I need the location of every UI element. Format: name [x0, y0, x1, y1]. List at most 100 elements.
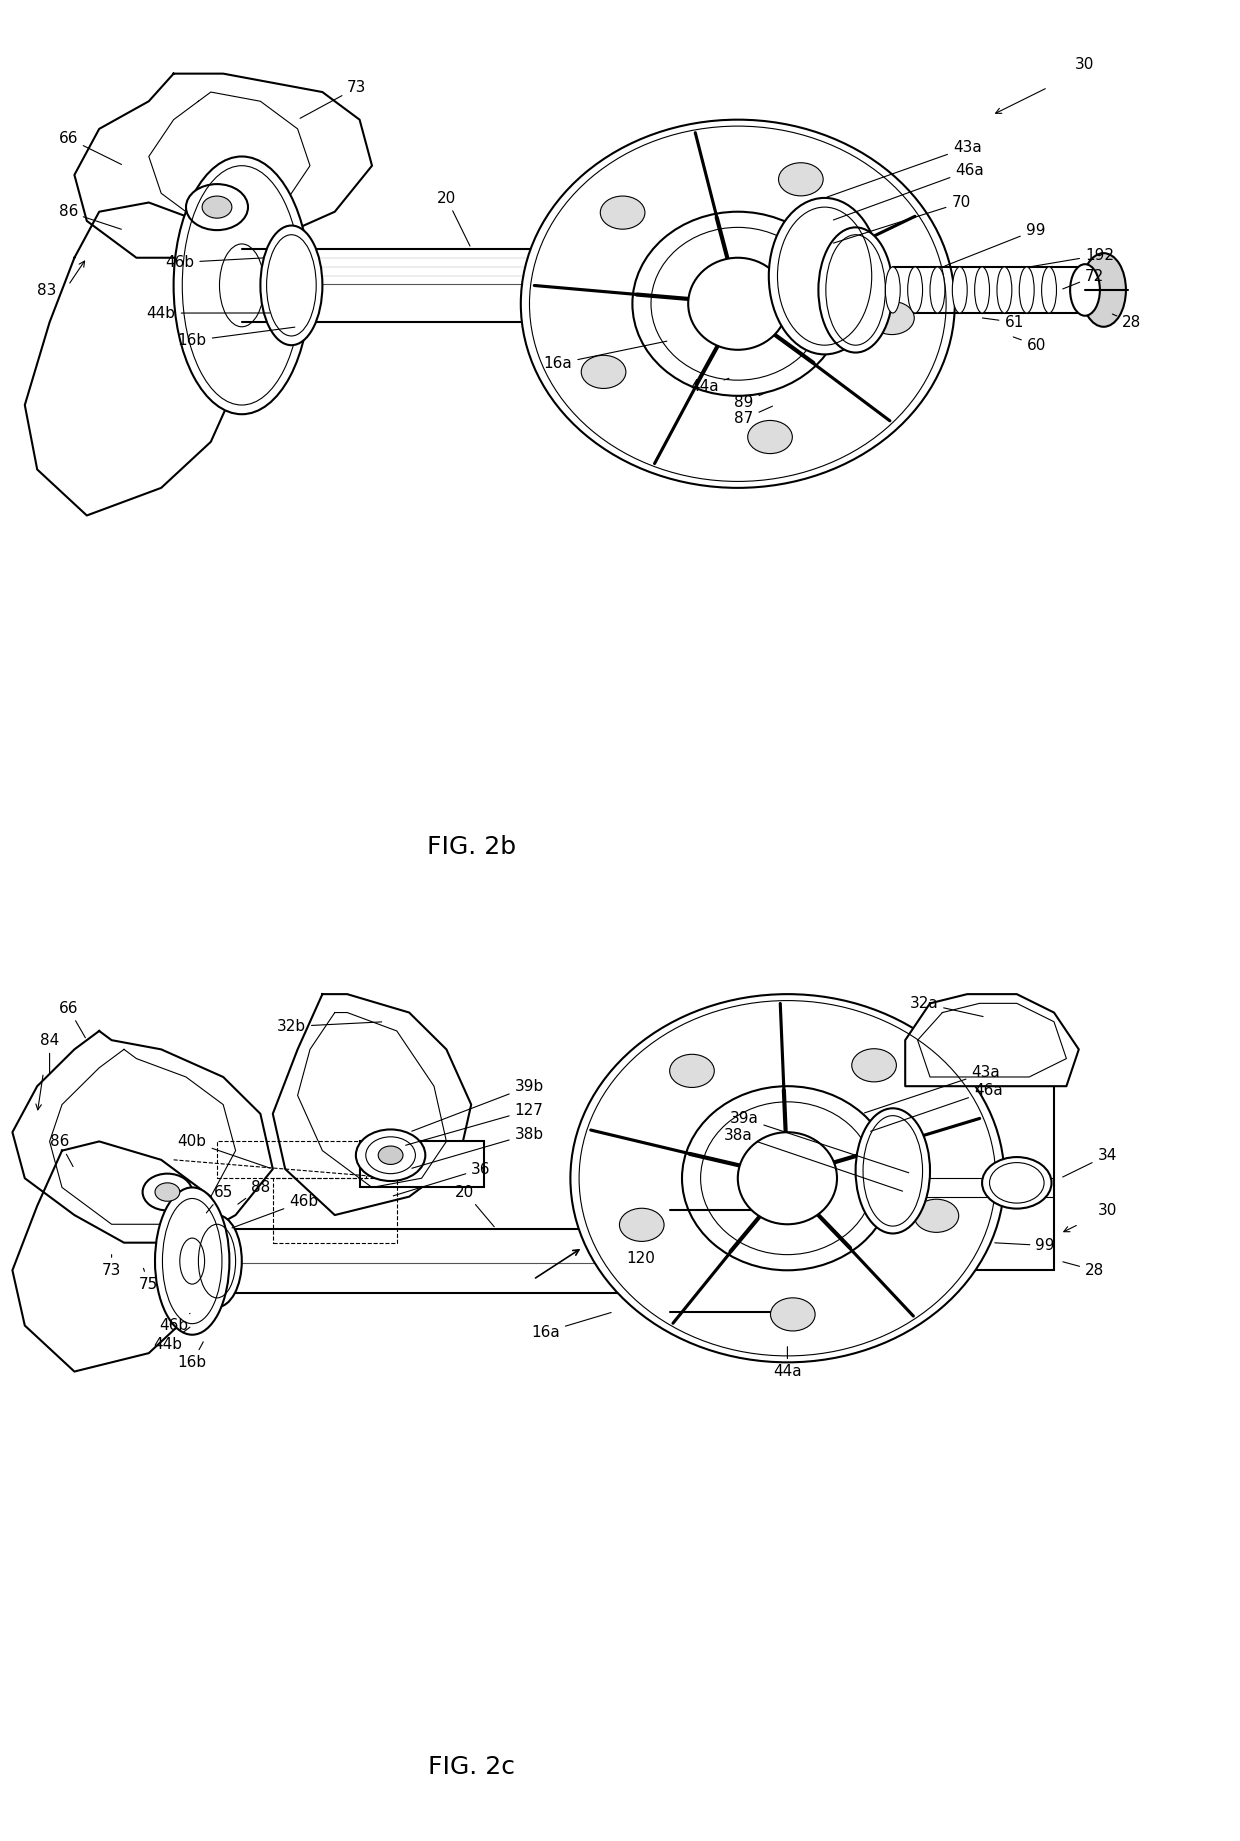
Circle shape [186, 184, 248, 230]
Ellipse shape [1081, 254, 1126, 328]
Circle shape [356, 1129, 425, 1182]
Text: 86: 86 [58, 204, 122, 230]
Text: 28: 28 [1112, 315, 1142, 330]
Text: 30: 30 [1097, 1202, 1117, 1219]
Ellipse shape [192, 1215, 242, 1307]
Text: 36: 36 [393, 1162, 491, 1197]
Text: 66: 66 [58, 131, 122, 164]
Text: 30: 30 [1075, 57, 1095, 72]
Circle shape [982, 1158, 1052, 1210]
Circle shape [143, 1175, 192, 1211]
Circle shape [670, 1055, 714, 1088]
Text: 38a: 38a [723, 1127, 903, 1191]
Ellipse shape [885, 267, 900, 313]
Ellipse shape [688, 258, 787, 350]
Text: 87: 87 [734, 407, 773, 427]
Polygon shape [12, 1031, 273, 1243]
Circle shape [378, 1145, 403, 1165]
Ellipse shape [818, 228, 893, 353]
Text: 20: 20 [455, 1184, 495, 1226]
Text: 34: 34 [1063, 1147, 1117, 1176]
Text: 16b: 16b [177, 1342, 207, 1370]
Text: FIG. 2c: FIG. 2c [428, 1754, 515, 1780]
Text: 120: 120 [626, 1250, 655, 1267]
Text: 46b: 46b [165, 254, 264, 271]
Text: 70: 70 [833, 195, 971, 243]
Text: 44b: 44b [146, 306, 270, 320]
Text: 39b: 39b [412, 1079, 544, 1130]
Text: 16b: 16b [177, 328, 295, 348]
Text: 20: 20 [436, 190, 470, 247]
Ellipse shape [997, 267, 1012, 313]
Circle shape [582, 355, 626, 388]
Text: 32b: 32b [277, 1018, 382, 1035]
Text: 72: 72 [1063, 269, 1105, 289]
Text: FIG. 2b: FIG. 2b [427, 834, 516, 860]
Text: 46a: 46a [833, 162, 985, 219]
FancyBboxPatch shape [905, 1086, 1054, 1270]
Text: 89: 89 [734, 392, 766, 411]
Text: 60: 60 [1013, 337, 1047, 353]
Ellipse shape [570, 994, 1004, 1362]
Circle shape [914, 1198, 959, 1232]
Text: 83: 83 [37, 282, 57, 298]
Text: 66: 66 [58, 1000, 86, 1038]
Text: 43a: 43a [864, 1064, 1001, 1114]
Ellipse shape [155, 1187, 229, 1335]
Text: 73: 73 [102, 1256, 122, 1278]
Text: 46a: 46a [870, 1083, 1003, 1132]
Circle shape [852, 1049, 897, 1083]
Ellipse shape [1042, 267, 1056, 313]
Text: 73: 73 [300, 79, 367, 118]
Text: 99: 99 [945, 223, 1045, 265]
Polygon shape [12, 1141, 223, 1372]
Ellipse shape [738, 1132, 837, 1224]
Text: 61: 61 [982, 315, 1024, 330]
FancyBboxPatch shape [360, 1141, 484, 1187]
Text: 16a: 16a [531, 1313, 611, 1340]
Ellipse shape [1019, 267, 1034, 313]
Text: 46b: 46b [232, 1193, 319, 1228]
Circle shape [869, 302, 914, 335]
Text: 28: 28 [1063, 1261, 1105, 1278]
Text: 88: 88 [238, 1180, 270, 1204]
Circle shape [202, 197, 232, 219]
Text: 86: 86 [50, 1134, 73, 1167]
Text: 127: 127 [405, 1103, 543, 1145]
Text: 16a: 16a [543, 341, 667, 372]
Ellipse shape [908, 267, 923, 313]
Ellipse shape [769, 199, 880, 355]
Polygon shape [74, 74, 372, 258]
Text: 32a: 32a [909, 996, 983, 1016]
Text: 46b: 46b [159, 1313, 190, 1333]
Text: 40b: 40b [177, 1134, 270, 1169]
Ellipse shape [930, 267, 945, 313]
Circle shape [620, 1208, 665, 1241]
Text: 99: 99 [994, 1237, 1055, 1254]
Circle shape [748, 420, 792, 453]
Text: 192: 192 [1032, 247, 1114, 267]
Ellipse shape [856, 1108, 930, 1233]
Polygon shape [273, 994, 471, 1215]
Text: 65: 65 [206, 1184, 233, 1213]
Text: 75: 75 [139, 1268, 159, 1292]
Ellipse shape [952, 267, 967, 313]
Circle shape [770, 1298, 815, 1331]
Text: 43a: 43a [827, 140, 982, 197]
Text: 39a: 39a [729, 1110, 909, 1173]
Ellipse shape [1070, 265, 1100, 317]
Text: 38b: 38b [412, 1127, 543, 1169]
Circle shape [779, 162, 823, 195]
Ellipse shape [975, 267, 990, 313]
Text: 44a: 44a [773, 1348, 802, 1379]
Ellipse shape [521, 120, 955, 488]
Ellipse shape [174, 156, 310, 414]
Polygon shape [25, 203, 260, 515]
Text: 84: 84 [40, 1033, 60, 1073]
Text: 44b: 44b [153, 1327, 190, 1351]
Circle shape [600, 195, 645, 228]
Text: 44a: 44a [689, 377, 729, 394]
Circle shape [155, 1184, 180, 1202]
Ellipse shape [260, 226, 322, 346]
Polygon shape [905, 994, 1079, 1086]
